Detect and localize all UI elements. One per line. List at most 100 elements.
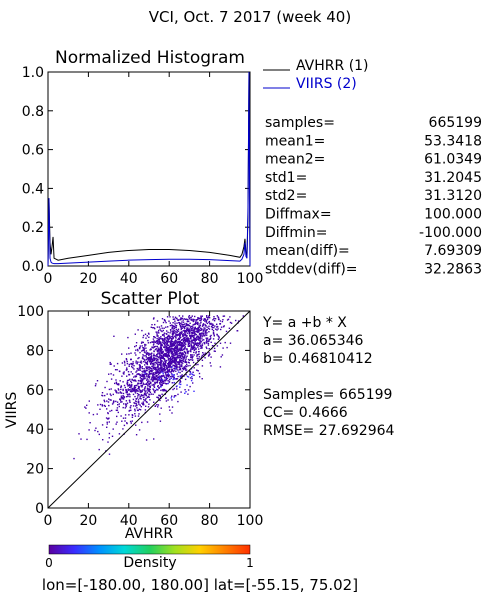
histogram-series-avhrr: [47, 71, 251, 267]
scatter-point: [138, 413, 140, 415]
scatter-point: [169, 322, 171, 324]
scatter-point: [142, 349, 144, 351]
scatter-point: [156, 349, 158, 351]
scatter-point: [175, 347, 177, 349]
scatter-point: [177, 400, 179, 403]
scatter-point: [157, 379, 159, 381]
histogram-x-tick-label: 20: [79, 271, 97, 287]
scatter-point: [160, 375, 163, 377]
scatter-point: [158, 352, 161, 354]
scatter-point: [162, 339, 165, 342]
scatter-point: [200, 321, 202, 324]
scatter-point: [119, 380, 121, 382]
scatter-point: [184, 342, 186, 344]
scatter-point: [155, 357, 157, 360]
scatter-point: [141, 366, 143, 368]
scatter-point: [161, 330, 163, 333]
fit-rmse: RMSE= 27.692964: [263, 423, 395, 439]
scatter-point: [191, 356, 193, 358]
scatter-point: [201, 359, 204, 361]
scatter-point: [155, 378, 157, 381]
scatter-point: [186, 355, 188, 357]
scatter-point: [180, 319, 182, 321]
scatter-point: [163, 390, 165, 392]
scatter-point: [116, 421, 118, 423]
scatter-point: [172, 334, 174, 336]
scatter-point: [168, 334, 170, 337]
scatter-point: [147, 357, 149, 360]
scatter-point: [190, 329, 193, 332]
scatter-point: [209, 338, 211, 340]
histogram-x-tick-label: 40: [120, 271, 138, 287]
scatter-point: [132, 390, 134, 392]
scatter-point: [217, 328, 219, 330]
scatter-point: [145, 393, 147, 396]
scatter-point: [163, 358, 165, 360]
scatter-point: [177, 357, 179, 359]
scatter-point: [126, 367, 128, 369]
scatter-point: [137, 368, 139, 370]
scatter-point: [153, 354, 155, 357]
scatter-point: [179, 326, 182, 328]
scatter-point: [179, 323, 181, 325]
scatter-point: [191, 332, 193, 335]
scatter-point: [179, 334, 181, 336]
scatter-point: [170, 344, 172, 347]
scatter-point: [190, 336, 192, 338]
scatter-point: [173, 365, 176, 367]
scatter-point: [157, 353, 159, 355]
scatter-point: [176, 322, 178, 324]
scatter-point: [165, 400, 168, 402]
scatter-point: [126, 390, 128, 392]
scatter-point: [174, 351, 176, 353]
scatter-point: [203, 327, 205, 329]
scatter-point: [174, 343, 176, 345]
scatter-point: [165, 389, 167, 392]
scatter-point: [108, 437, 110, 439]
scatter-point: [158, 337, 160, 339]
scatter-point: [125, 359, 128, 361]
scatter-point: [165, 373, 167, 375]
scatter-point: [144, 400, 146, 402]
scatter-point: [135, 434, 138, 436]
scatter-point: [146, 392, 149, 394]
scatter-point: [208, 320, 211, 323]
scatter-point: [178, 362, 180, 364]
scatter-point: [143, 374, 145, 377]
scatter-point-dense: [192, 373, 194, 376]
scatter-point: [165, 371, 167, 373]
scatter-point: [201, 378, 203, 380]
scatter-point: [181, 353, 183, 355]
scatter-point: [160, 336, 162, 338]
scatter-point: [149, 356, 151, 359]
scatter-frame: [47, 310, 251, 509]
scatter-point: [204, 318, 206, 320]
scatter-point: [176, 319, 179, 321]
scatter-point: [150, 363, 152, 365]
scatter-point: [181, 346, 183, 348]
scatter-point: [145, 367, 148, 370]
scatter-point: [192, 346, 194, 348]
scatter-point: [142, 334, 145, 337]
scatter-point: [150, 356, 153, 358]
scatter-point: [175, 351, 177, 354]
scatter-point: [144, 387, 146, 389]
scatter-point: [152, 372, 155, 374]
scatter-point: [162, 368, 164, 371]
scatter-point: [194, 315, 196, 318]
scatter-point: [201, 354, 203, 357]
scatter-point: [175, 335, 177, 337]
scatter-point: [146, 362, 148, 365]
scatter-point: [166, 351, 168, 354]
scatter-point: [197, 328, 199, 330]
scatter-point: [195, 352, 197, 354]
scatter-point: [179, 349, 182, 352]
scatter-point: [160, 378, 163, 380]
scatter-point: [141, 390, 143, 392]
scatter-point: [104, 386, 106, 389]
scatter-point: [180, 332, 183, 335]
scatter-point: [154, 361, 157, 364]
scatter-point: [195, 364, 197, 366]
scatter-point: [193, 331, 195, 333]
scatter-point: [138, 389, 141, 391]
